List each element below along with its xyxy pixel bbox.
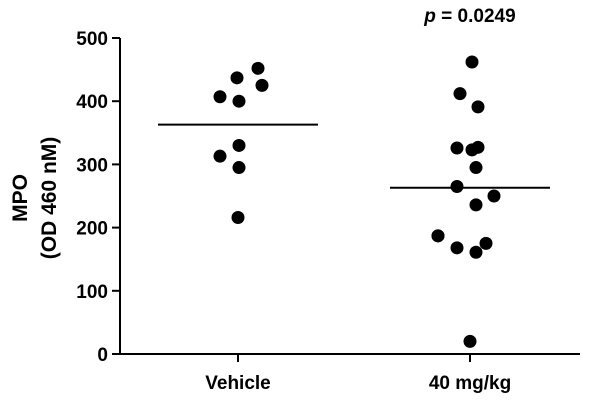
y-axis-title: MPO (OD 460 nM) xyxy=(9,137,61,260)
data-point xyxy=(251,61,265,75)
data-point xyxy=(463,334,477,348)
data-point xyxy=(255,78,269,92)
data-points xyxy=(213,55,501,348)
data-point xyxy=(471,140,485,154)
y-tick-label: 100 xyxy=(76,282,108,303)
x-tick-label: 40 mg/kg xyxy=(429,373,511,394)
data-point xyxy=(450,180,464,194)
y-axis-ticks: 0 100 200 300 400 500 xyxy=(76,29,120,366)
data-point xyxy=(469,245,483,259)
y-axis-label-line2: (OD 460 nM) xyxy=(38,137,61,260)
p-symbol: p xyxy=(423,6,436,27)
data-point xyxy=(230,71,244,85)
data-point xyxy=(469,161,483,175)
mean-lines xyxy=(158,123,550,189)
data-point xyxy=(232,161,246,175)
data-point xyxy=(213,90,227,104)
data-point xyxy=(431,229,445,243)
data-point xyxy=(231,210,245,224)
data-point xyxy=(450,141,464,155)
data-point xyxy=(450,241,464,255)
data-point xyxy=(453,87,467,101)
data-point xyxy=(232,94,246,108)
data-point xyxy=(487,189,501,203)
x-tick-label: Vehicle xyxy=(205,373,271,394)
y-tick-label: 200 xyxy=(76,219,108,240)
y-tick-label: 400 xyxy=(76,92,108,113)
data-point xyxy=(232,138,246,152)
y-tick-label: 300 xyxy=(76,155,108,176)
y-tick-label: 0 xyxy=(97,345,108,366)
data-point xyxy=(465,55,479,69)
data-point xyxy=(479,236,493,250)
x-axis-ticks: Vehicle 40 mg/kg xyxy=(205,354,511,394)
data-point xyxy=(469,198,483,212)
data-point xyxy=(213,149,227,163)
p-value-text: = 0.0249 xyxy=(436,6,516,27)
data-point xyxy=(471,100,485,114)
y-axis-label-line1: MPO xyxy=(9,174,32,222)
y-tick-label: 500 xyxy=(76,29,108,50)
p-value-annotation: p = 0.0249 xyxy=(423,6,515,27)
